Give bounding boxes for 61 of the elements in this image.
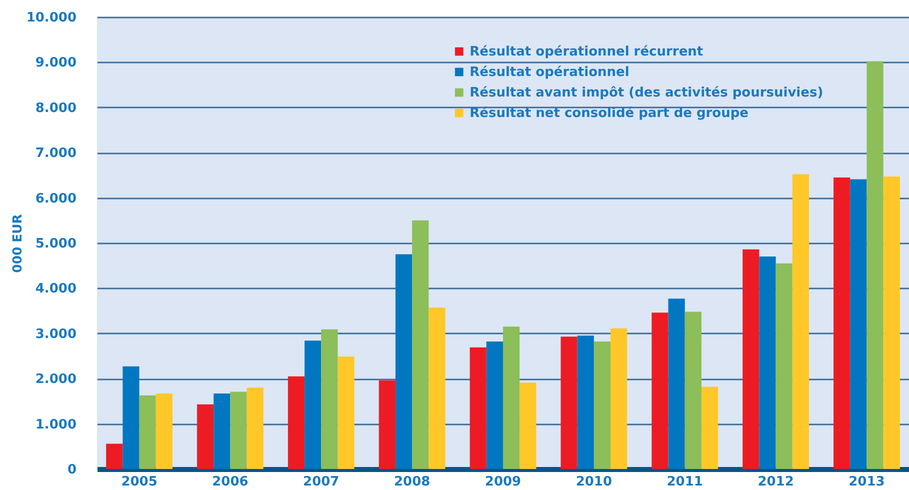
legend-label: Résultat opérationnel récurrent [470,44,704,60]
bar [684,312,702,469]
y-tick-label: 1.000 [35,417,76,432]
bar [520,382,536,469]
x-tick-label: 2008 [394,474,430,490]
y-tick-label: 8.000 [35,100,76,116]
bar [776,263,792,469]
bar [486,342,503,469]
bar [230,392,247,469]
bar [866,61,884,469]
bar [395,254,412,469]
x-tick-label: 2007 [303,474,340,490]
bar [214,394,230,469]
y-tick-label: 6.000 [35,191,76,206]
bar [594,342,611,469]
y-tick-label: 4.000 [35,282,76,297]
bar [470,347,486,469]
x-tick-label: 2012 [758,474,794,490]
bar [106,444,123,469]
bar [338,356,354,469]
legend-label: Résultat avant impôt (des activités poursuivies) [470,86,824,100]
bar [428,308,446,469]
bar [288,376,305,469]
y-axis-title: 000 EUR [10,214,24,273]
bar [122,366,140,469]
x-tick-label: 2005 [121,474,158,490]
bar [701,386,718,469]
bar [197,404,214,469]
y-tick-label: 2.000 [35,372,76,388]
legend-label: Résultat net consolidé part de groupe [470,106,749,121]
y-tick-label: 5.000 [35,236,76,252]
bar [668,298,685,469]
y-tick-label: 3.000 [35,326,76,342]
bar [321,329,338,469]
bar [139,395,156,469]
x-tick-label: 2009 [484,474,522,490]
bar [883,176,900,469]
x-tick-label: 2013 [848,474,885,490]
bar [792,174,809,469]
x-tick-label: 2010 [576,474,612,490]
bar [742,249,760,469]
y-tick-label: 7.000 [35,146,76,162]
bar [156,394,172,469]
legend-label: Résultat opérationnel [470,65,630,80]
bar [850,179,867,469]
bar [759,256,776,469]
y-tick-label: 0 [67,462,76,478]
bar [304,340,322,469]
bar [560,336,578,469]
x-tick-label: 2006 [212,474,248,490]
bar [834,177,850,469]
bar [610,328,628,469]
bar [378,380,396,469]
bar [246,388,264,469]
bar [503,326,520,469]
y-tick-label: 9.000 [35,56,76,71]
y-tick-label: 10.000 [26,10,76,26]
bar [412,220,429,469]
bar [652,312,668,469]
bar [577,336,594,469]
x-tick-label: 2011 [666,474,703,490]
